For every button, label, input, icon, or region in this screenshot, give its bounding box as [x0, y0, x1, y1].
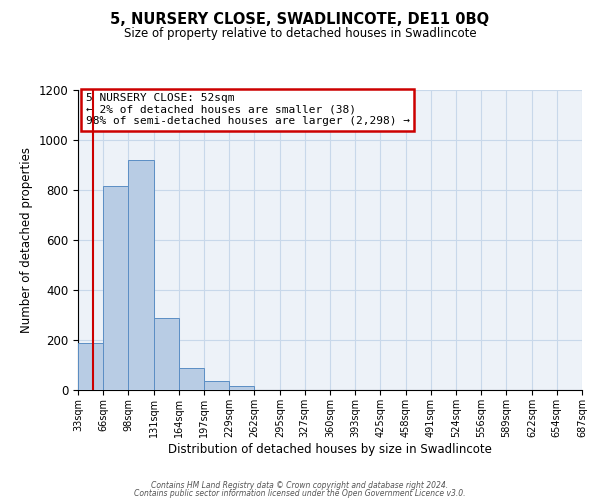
Text: 5, NURSERY CLOSE, SWADLINCOTE, DE11 0BQ: 5, NURSERY CLOSE, SWADLINCOTE, DE11 0BQ — [110, 12, 490, 28]
Bar — [205, 380, 229, 390]
Bar — [128, 160, 154, 390]
Bar — [154, 318, 179, 390]
Bar — [103, 186, 128, 390]
Text: 5 NURSERY CLOSE: 52sqm
← 2% of detached houses are smaller (38)
98% of semi-deta: 5 NURSERY CLOSE: 52sqm ← 2% of detached … — [86, 93, 410, 126]
Text: Contains HM Land Registry data © Crown copyright and database right 2024.: Contains HM Land Registry data © Crown c… — [151, 481, 449, 490]
Y-axis label: Number of detached properties: Number of detached properties — [20, 147, 33, 333]
Text: Size of property relative to detached houses in Swadlincote: Size of property relative to detached ho… — [124, 28, 476, 40]
Text: Contains public sector information licensed under the Open Government Licence v3: Contains public sector information licen… — [134, 488, 466, 498]
X-axis label: Distribution of detached houses by size in Swadlincote: Distribution of detached houses by size … — [168, 442, 492, 456]
Bar — [179, 368, 205, 390]
Bar — [78, 342, 103, 390]
Bar — [229, 386, 254, 390]
